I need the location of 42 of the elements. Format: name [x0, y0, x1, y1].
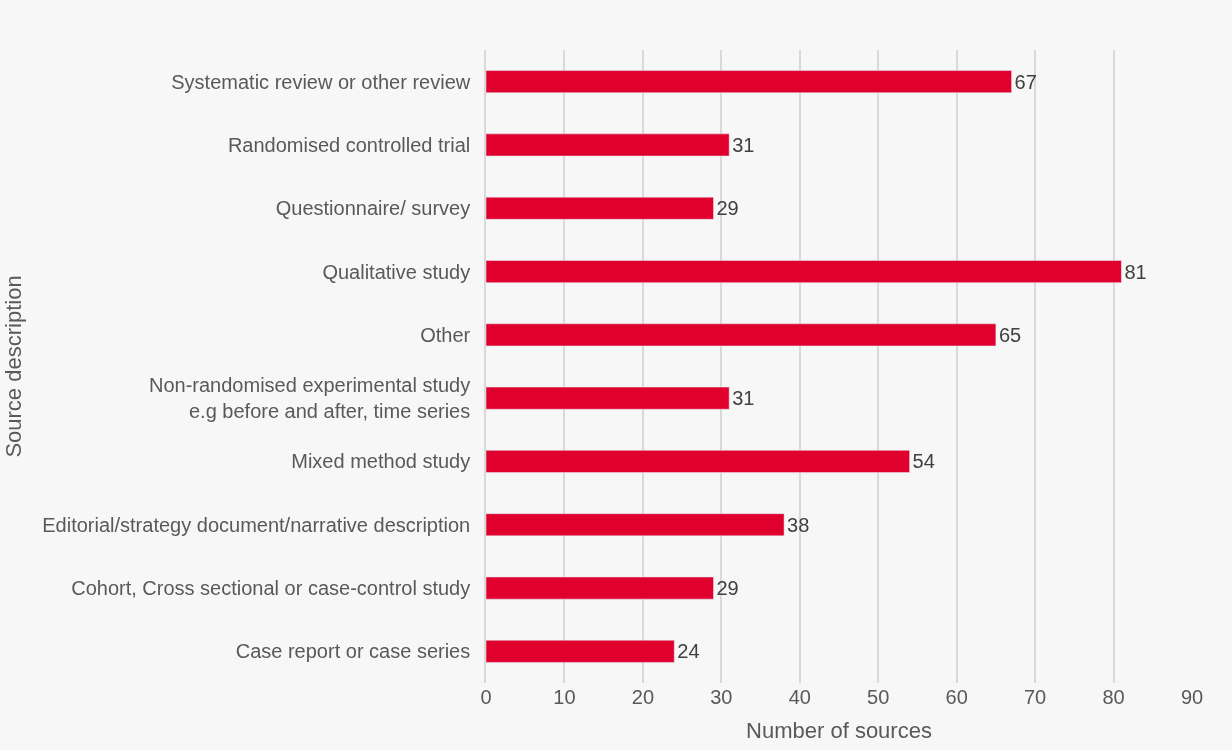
bar [486, 196, 714, 220]
x-tick-label: 10 [553, 686, 576, 708]
data-label: 54 [912, 450, 935, 473]
y-tick-label: Randomised controlled trial [227, 133, 471, 156]
data-label: 29 [716, 197, 739, 220]
y-tick-label: Case report or case series [235, 640, 471, 663]
data-label: 31 [732, 133, 755, 156]
x-tick-label: 40 [788, 686, 811, 708]
x-tick-label: 30 [710, 686, 733, 708]
bar [486, 450, 910, 473]
x-tick-label: 60 [945, 686, 968, 708]
data-label: 24 [677, 640, 700, 663]
bar [486, 513, 785, 537]
x-tick-label: 80 [1102, 686, 1125, 708]
bar [486, 640, 675, 663]
bar [486, 386, 730, 410]
y-tick-label: Systematic review or other review [171, 70, 471, 93]
bar [486, 323, 997, 347]
y-tick-label: Cohort, Cross sectional or case-control study [71, 577, 471, 600]
data-label: 81 [1124, 260, 1147, 283]
data-label: 67 [1014, 70, 1037, 93]
x-tick-label: 70 [1023, 686, 1047, 708]
data-label: 38 [787, 513, 810, 536]
y-tick-label: Non-randomised experimental study e.g before and after, time series [148, 374, 471, 423]
data-label: 65 [998, 323, 1022, 346]
y-axis-title: Source description [0, 275, 26, 458]
y-tick-label: Editorial/strategy document/narrative description [42, 513, 471, 536]
bar [486, 260, 1122, 283]
bar [486, 70, 1012, 93]
x-tick-label: 50 [867, 686, 890, 708]
y-tick-label: Qualitative study [322, 260, 471, 283]
y-tick-label: Other [420, 323, 471, 346]
x-tick-label: 0 [480, 686, 492, 708]
data-label: 31 [732, 387, 755, 410]
data-label: 29 [716, 577, 739, 600]
x-axis-title: Number of sources [746, 717, 932, 743]
bar [486, 576, 714, 600]
y-tick-label: Mixed method study [291, 450, 471, 473]
y-tick-label: Questionnaire/ survey [275, 197, 471, 220]
bar [486, 133, 730, 157]
x-tick-label: 90 [1180, 686, 1204, 708]
x-tick-label: 20 [631, 686, 655, 708]
